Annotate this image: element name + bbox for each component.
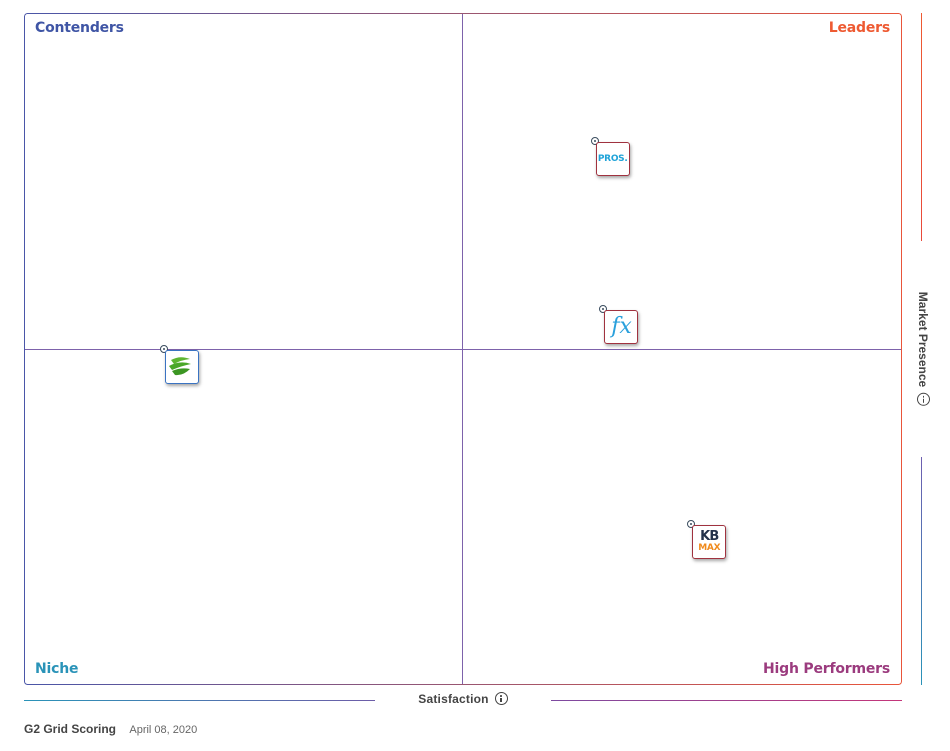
product-logo-kbmax: KB MAX [692, 524, 727, 559]
quadrant-label-leaders: Leaders [828, 20, 890, 36]
footer-date: April 08, 2020 [129, 724, 198, 736]
product-point-pros[interactable]: PROS. [590, 136, 641, 187]
location-pin-icon [160, 345, 169, 353]
green-leaf-logo-icon [169, 357, 192, 376]
product-logo-pros: PROS. [595, 141, 630, 176]
fx-logo-text: fx [611, 313, 632, 339]
pros-logo-text: PROS. [597, 153, 628, 164]
info-icon[interactable] [917, 393, 930, 407]
footer-title: G2 Grid Scoring [24, 722, 117, 736]
quadrant-label-niche: Niche [35, 661, 79, 677]
x-axis-label: Satisfaction [418, 692, 489, 706]
grid-chart: Contenders Leaders Niche High Performers… [24, 13, 902, 685]
info-icon[interactable] [494, 692, 508, 705]
footer: G2 Grid Scoring April 08, 2020 [24, 722, 197, 736]
location-pin-icon [599, 304, 608, 313]
location-pin-icon [590, 136, 599, 145]
product-point-leaf[interactable] [160, 345, 210, 395]
y-axis-label: Market Presence [916, 291, 930, 388]
kbmax-logo: KB MAX [698, 529, 721, 553]
grid-lines [24, 13, 902, 685]
location-pin-icon [687, 519, 696, 528]
quadrant-label-contenders: Contenders [35, 20, 124, 36]
product-logo-fx: fx [604, 309, 639, 344]
product-logo-leaf [165, 350, 200, 384]
product-point-fx[interactable]: fx [599, 304, 649, 355]
x-axis: Satisfaction [24, 690, 902, 712]
product-point-kbmax[interactable]: KB MAX [687, 519, 737, 570]
quadrant-label-high-performers: High Performers [763, 661, 890, 677]
y-axis: Market Presence [912, 13, 934, 685]
